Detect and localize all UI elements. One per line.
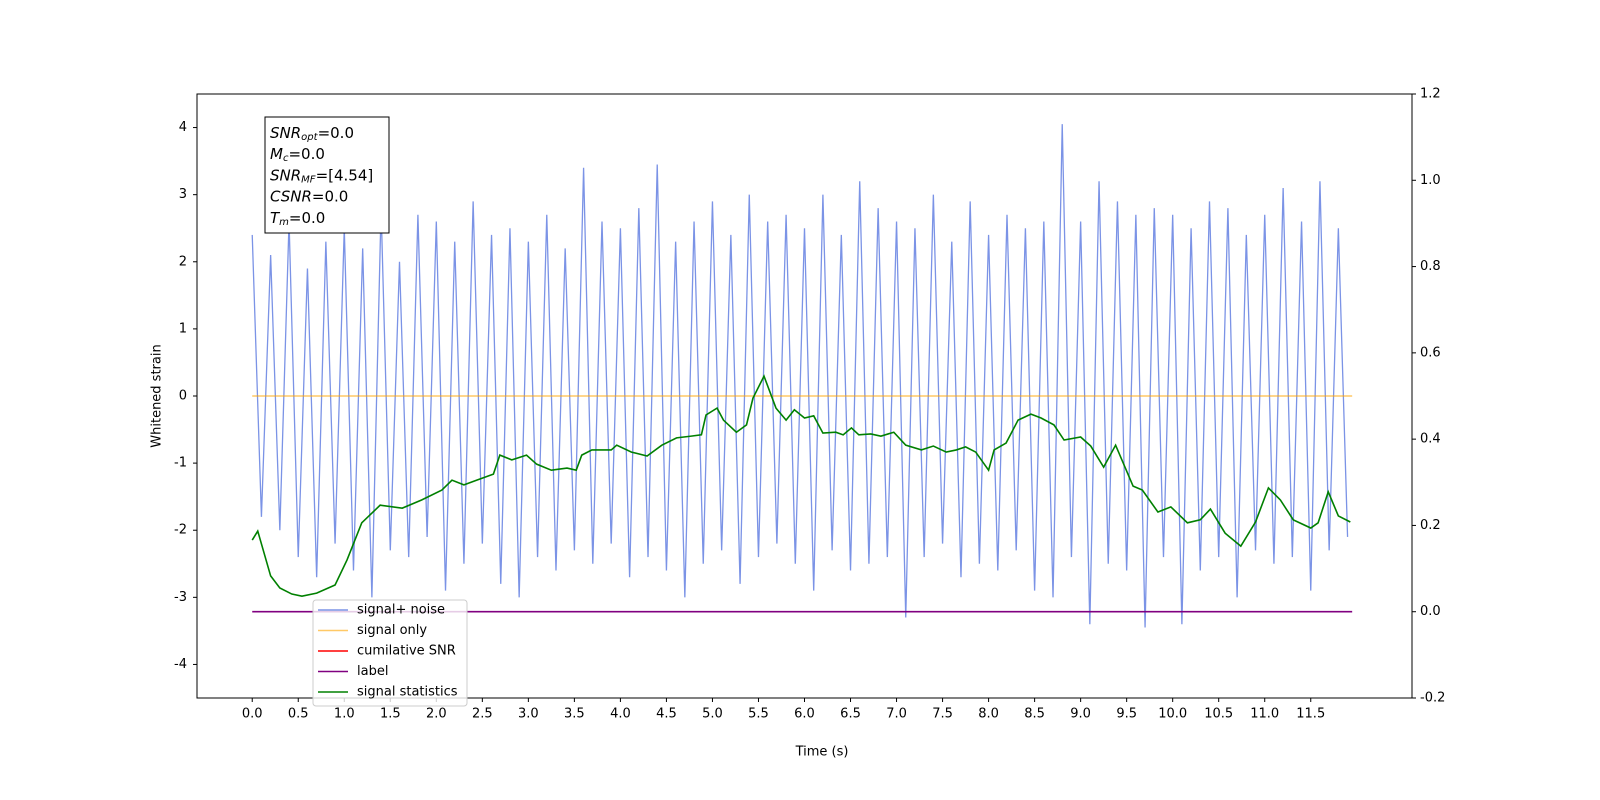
y2-tick-label: 0.4 [1420, 432, 1441, 447]
y-tick-label: 4 [179, 120, 187, 135]
x-tick-label: 6.5 [840, 707, 861, 722]
annotation-symbol: M [270, 145, 283, 163]
annotation-subscript: c [283, 153, 289, 164]
x-tick-label: 10.0 [1158, 707, 1187, 722]
annotation-subscript: opt [301, 132, 318, 143]
legend-label: signal+ noise [357, 603, 445, 618]
x-tick-label: 6.0 [794, 707, 815, 722]
annotation: CSNR=0.0 [270, 187, 348, 205]
x-tick-label: 2.5 [472, 707, 493, 722]
x-tick-label: 1.5 [380, 707, 401, 722]
y-tick-label: 2 [179, 254, 187, 269]
plot-frame [196, 93, 1413, 699]
annotation-text: =0.0 [312, 187, 348, 205]
annotation: SNRopt=0.0 [270, 124, 354, 144]
y2-tick-label: 1.2 [1420, 87, 1441, 102]
x-tick-label: 5.0 [702, 707, 723, 722]
annotation-box [264, 116, 390, 234]
annotation-text: =[4.54] [316, 166, 374, 184]
y-tick-label: -4 [174, 657, 187, 672]
x-tick-label: 3.5 [564, 707, 585, 722]
x-tick-label: 2.0 [426, 707, 447, 722]
legend-box [312, 599, 468, 707]
legend-label: cumilative SNR [357, 644, 456, 659]
y-tick-label: -2 [174, 523, 187, 538]
x-tick-label: 4.5 [656, 707, 677, 722]
y-tick-label: 0 [179, 389, 187, 404]
series-line [251, 374, 1351, 597]
x-tick-label: 3.0 [518, 707, 539, 722]
annotation: Tm=0.0 [270, 208, 325, 228]
legend-label: signal only [357, 623, 427, 638]
y-tick-label: 1 [179, 321, 187, 336]
x-tick-label: 1.0 [334, 707, 355, 722]
x-axis-label: Time (s) [795, 745, 849, 760]
x-tick-label: 0.0 [242, 707, 263, 722]
x-tick-label: 0.5 [288, 707, 309, 722]
annotation-symbol: T [270, 208, 281, 226]
y-tick-label: -3 [174, 590, 187, 605]
annotation: SNRMF=[4.54] [270, 166, 373, 186]
x-tick-label: 9.0 [1070, 707, 1091, 722]
x-tick-label: 7.0 [886, 707, 907, 722]
x-tick-label: 9.5 [1116, 707, 1137, 722]
annotation-symbol: SNR [270, 166, 301, 184]
annotation: Mc=0.0 [270, 145, 325, 165]
x-tick-label: 4.0 [610, 707, 631, 722]
y2-tick-label: 0.6 [1420, 345, 1441, 360]
x-tick-label: 7.5 [932, 707, 953, 722]
annotation-text: =0.0 [288, 145, 324, 163]
x-tick-label: 11.5 [1296, 707, 1325, 722]
y2-tick-label: 0.8 [1420, 259, 1441, 274]
x-tick-label: 8.0 [978, 707, 999, 722]
annotation-text: =0.0 [289, 208, 325, 226]
x-tick-label: 5.5 [748, 707, 769, 722]
x-tick-label: 11.0 [1250, 707, 1279, 722]
y2-tick-label: 1.0 [1420, 173, 1441, 188]
annotation-symbol: CSNR [270, 187, 312, 205]
x-tick-label: 8.5 [1024, 707, 1045, 722]
annotation-subscript: MF [301, 174, 316, 185]
legend-label: label [357, 664, 388, 679]
x-tick-label: 10.5 [1204, 707, 1233, 722]
legend-label: signal statistics [357, 685, 458, 700]
y2-tick-label: 0.2 [1420, 518, 1441, 533]
y2-tick-label: -0.2 [1420, 691, 1445, 706]
y-axis-label: Whitened strain [150, 344, 165, 447]
y-tick-label: 3 [179, 187, 187, 202]
annotation-symbol: SNR [270, 124, 301, 142]
annotation-text: =0.0 [318, 124, 354, 142]
annotation-subscript: m [279, 217, 289, 228]
y-tick-label: -1 [174, 456, 187, 471]
y2-tick-label: 0.0 [1420, 604, 1441, 619]
